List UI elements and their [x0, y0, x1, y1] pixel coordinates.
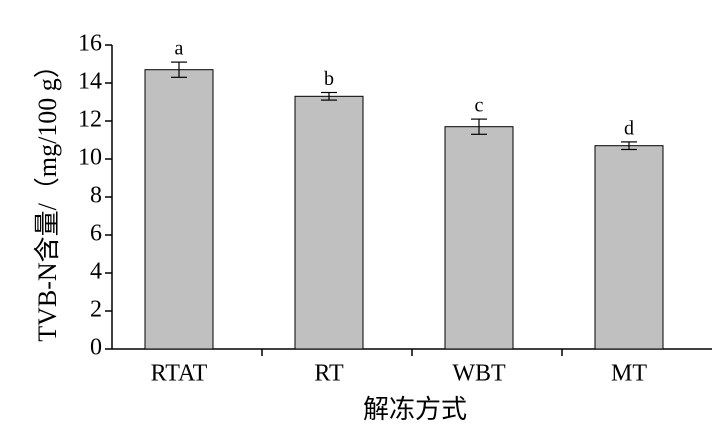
- y-tick-label: 12: [78, 107, 102, 133]
- x-tick-label: WBT: [452, 361, 506, 387]
- x-axis-label: 解冻方式: [363, 395, 467, 424]
- y-tick-label: 10: [78, 145, 102, 171]
- x-tick-label: RTAT: [151, 361, 208, 387]
- bar: [144, 69, 214, 350]
- y-tick-label: 4: [90, 259, 102, 285]
- y-tick-label: 16: [78, 31, 102, 57]
- bar: [294, 95, 364, 350]
- significance-letter: c: [475, 95, 484, 117]
- y-tick-label: 0: [90, 335, 102, 361]
- significance-letter: d: [624, 117, 634, 139]
- y-tick-label: 6: [90, 221, 102, 247]
- significance-letter: b: [324, 68, 334, 90]
- y-axis-label: TVB-N含量/（mg/100 g）: [33, 52, 62, 342]
- y-tick-label: 8: [90, 183, 102, 209]
- x-tick-label: RT: [314, 361, 344, 387]
- bar: [444, 126, 514, 350]
- y-tick-label: 2: [90, 297, 102, 323]
- y-tick-label: 14: [78, 69, 102, 95]
- significance-letter: a: [175, 38, 184, 60]
- bar: [594, 145, 664, 350]
- x-tick-label: MT: [611, 361, 647, 387]
